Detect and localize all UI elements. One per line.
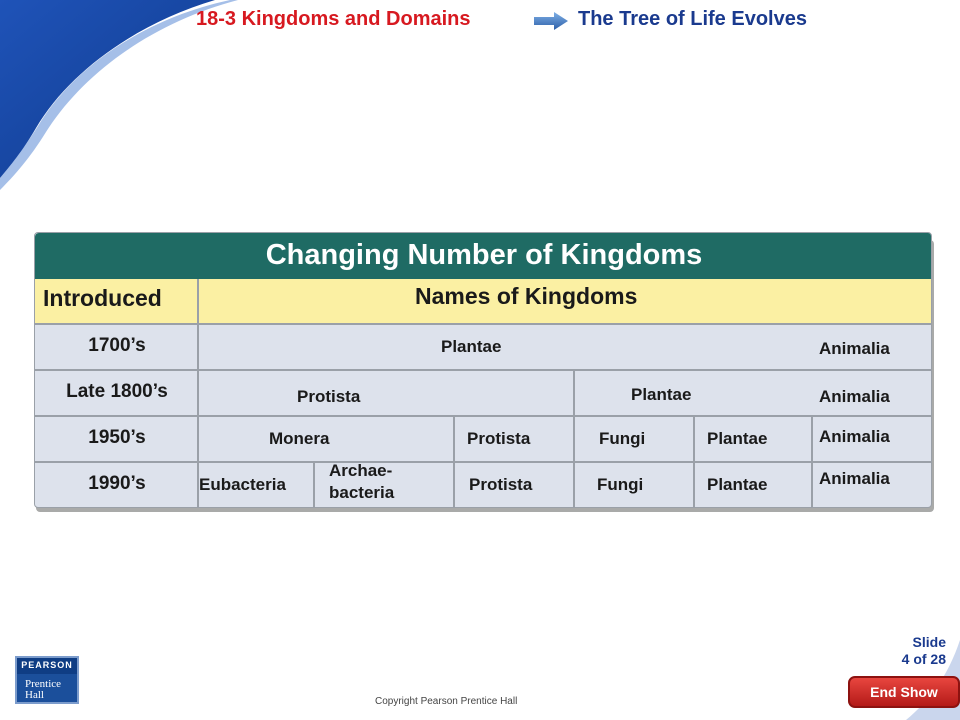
- row-date-cell: Late 1800’s: [35, 371, 199, 415]
- copyright-text: Copyright Pearson Prentice Hall: [375, 696, 518, 707]
- kingdom-name: Plantae: [707, 429, 768, 448]
- kingdom-name: Plantae: [707, 475, 768, 494]
- kingdoms-table: Changing Number of Kingdoms Introduced N…: [34, 232, 934, 512]
- slide-position: 4 of 28: [901, 651, 946, 667]
- kingdom-cell: Archae- bacteria: [315, 461, 455, 507]
- row-date: Late 1800’s: [66, 381, 168, 402]
- slide-counter: Slide 4 of 28: [902, 634, 946, 668]
- slide-header: 18-3 Kingdoms and Domains The Tree of Li…: [196, 8, 896, 34]
- table-row: Late 1800’s Protista Plantae Animalia: [35, 371, 931, 417]
- column-header-introduced: Introduced: [35, 279, 199, 323]
- kingdom-name: Fungi: [597, 475, 644, 494]
- kingdom-name: Archae-: [329, 461, 393, 480]
- table-title-bar: Changing Number of Kingdoms: [35, 233, 931, 279]
- logo-text: Hall: [25, 689, 44, 701]
- kingdom-name: Plantae: [631, 385, 692, 404]
- kingdom-cell: Animalia: [813, 417, 931, 461]
- table-body: Changing Number of Kingdoms Introduced N…: [34, 232, 932, 508]
- row-date: 1700’s: [88, 335, 146, 356]
- kingdom-name: Animalia: [819, 469, 890, 488]
- kingdom-name: Protista: [469, 475, 533, 494]
- column-header-names: Names of Kingdoms: [415, 283, 638, 309]
- kingdom-cell: Protista: [455, 417, 575, 461]
- kingdom-name: Fungi: [599, 429, 646, 448]
- kingdom-name: Plantae: [441, 337, 502, 356]
- kingdom-name: bacteria: [329, 483, 395, 502]
- row-date: 1990’s: [88, 473, 146, 494]
- kingdom-cell: Fungi: [575, 417, 695, 461]
- kingdom-cell: Plantae: [695, 417, 813, 461]
- row-date: 1950’s: [88, 427, 146, 448]
- column-header-introduced-label: Introduced: [43, 285, 162, 311]
- kingdom-cell: Animalia: [813, 325, 931, 369]
- kingdom-name: Monera: [269, 429, 330, 448]
- kingdom-cell: Plantae: [695, 463, 813, 507]
- kingdom-cell: Plantae: [575, 371, 813, 415]
- slide-label: Slide: [912, 634, 946, 650]
- lesson-title: The Tree of Life Evolves: [578, 8, 807, 30]
- table-row: 1990’s Eubacteria Archae- bacteria Proti…: [35, 461, 931, 507]
- section-title: 18-3 Kingdoms and Domains: [196, 8, 471, 30]
- row-date-cell: 1700’s: [35, 325, 199, 369]
- kingdom-cell: Protista: [455, 463, 575, 507]
- kingdom-name: Animalia: [819, 387, 890, 406]
- kingdom-name: Animalia: [819, 339, 890, 358]
- kingdom-cell: Plantae: [201, 325, 813, 369]
- table-title: Changing Number of Kingdoms: [265, 239, 703, 271]
- kingdom-cell: Eubacteria: [199, 463, 315, 507]
- logo-band: [17, 658, 77, 674]
- kingdom-cell: Protista: [201, 371, 575, 415]
- kingdom-cell: Animalia: [813, 371, 931, 415]
- end-show-button[interactable]: End Show: [848, 676, 960, 708]
- logo-text: Prentice: [25, 678, 62, 690]
- kingdom-name: Eubacteria: [199, 475, 286, 494]
- row-date-cell: 1950’s: [35, 417, 199, 461]
- table-row: 1700’s Plantae Animalia: [35, 325, 931, 371]
- arrow-right-icon: [534, 12, 568, 30]
- pearson-logo: PEARSON Prentice Hall: [15, 656, 79, 704]
- logo-text: PEARSON: [21, 660, 73, 670]
- table-header-row: Introduced Names of Kingdoms: [35, 279, 931, 325]
- row-date-cell: 1990’s: [35, 463, 199, 507]
- kingdom-cell: Animalia: [813, 463, 931, 507]
- kingdom-name: Protista: [467, 429, 531, 448]
- table-row: 1950’s Monera Protista Fungi Plantae Ani…: [35, 417, 931, 463]
- kingdom-name: Animalia: [819, 427, 890, 446]
- kingdom-cell: Monera: [201, 417, 455, 461]
- kingdom-cell: Fungi: [575, 463, 695, 507]
- kingdom-name: Protista: [297, 387, 361, 406]
